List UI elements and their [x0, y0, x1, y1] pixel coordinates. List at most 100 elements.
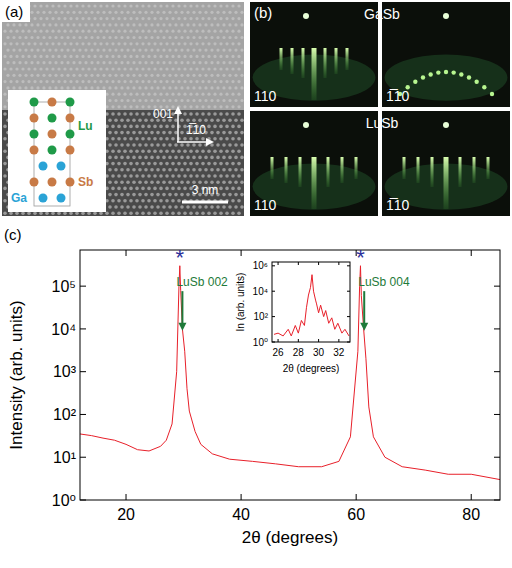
- lattice-dot: [129, 80, 132, 83]
- lattice-dot: [66, 11, 69, 14]
- y-tick: [80, 457, 86, 458]
- label-patch: [2, 2, 30, 22]
- lattice-dot: [153, 125, 157, 129]
- x-tick: [338, 262, 339, 265]
- lattice-dot: [96, 36, 99, 39]
- lattice-dot: [144, 118, 148, 122]
- lattice-dot: [234, 143, 238, 147]
- lattice-dot: [189, 93, 192, 96]
- lattice-dot: [174, 205, 178, 209]
- rheed-streak: [487, 157, 490, 179]
- lattice-dot: [117, 30, 120, 33]
- lattice-dot: [219, 112, 223, 116]
- lattice-dot: [183, 137, 187, 141]
- lattice-dot: [108, 49, 111, 52]
- lattice-dot: [117, 42, 120, 45]
- lattice-dot: [207, 211, 211, 215]
- lattice-dot: [93, 55, 96, 58]
- lattice-dot: [138, 118, 142, 122]
- lattice-dot: [174, 193, 178, 197]
- lattice-dot: [207, 93, 210, 96]
- crystal-inset: [8, 90, 106, 212]
- lattice-dot: [219, 149, 223, 153]
- peak-marker: *: [176, 245, 185, 270]
- lattice-dot: [234, 61, 237, 64]
- lattice-dot: [171, 55, 174, 58]
- lattice-dot: [171, 125, 175, 129]
- lattice-dot: [195, 67, 198, 70]
- lattice-dot: [117, 80, 120, 83]
- lattice-dot: [24, 36, 27, 39]
- lattice-dot: [24, 61, 27, 64]
- lattice-dot: [120, 11, 123, 14]
- lattice-dot: [51, 80, 54, 83]
- lattice-dot: [132, 168, 136, 172]
- lattice-dot: [180, 86, 183, 89]
- rheed-spot: [451, 70, 455, 74]
- lattice-dot: [48, 61, 51, 64]
- lattice-dot: [153, 137, 157, 141]
- lattice-dot: [111, 93, 114, 96]
- lattice-dot: [207, 149, 211, 153]
- lattice-dot: [189, 105, 192, 108]
- lattice-dot: [183, 112, 187, 116]
- lattice-dot: [201, 149, 205, 153]
- lattice-dot: [3, 137, 7, 141]
- lattice-dot: [222, 168, 226, 172]
- lattice-dot: [123, 17, 126, 20]
- lattice-dot: [156, 168, 160, 172]
- lattice-dot: [192, 49, 195, 52]
- lattice-dot: [225, 187, 229, 191]
- lattice-dot: [15, 30, 18, 33]
- specular-spot: [443, 13, 449, 19]
- lattice-dot: [180, 49, 183, 52]
- lattice-dot: [99, 17, 102, 20]
- lattice-dot: [126, 99, 129, 102]
- lattice-dot: [63, 80, 66, 83]
- lattice-dot: [204, 23, 207, 26]
- lattice-dot: [231, 162, 235, 166]
- lattice-dot: [222, 74, 225, 77]
- lattice-dot: [144, 23, 147, 26]
- lattice-dot: [54, 61, 57, 64]
- lattice-dot: [84, 49, 87, 52]
- lattice-dot: [111, 149, 115, 153]
- lattice-dot: [180, 23, 183, 26]
- lattice-dot: [48, 23, 51, 26]
- lattice-dot: [237, 105, 240, 108]
- lattice-dot: [114, 156, 118, 160]
- lattice-dot: [195, 4, 198, 7]
- lattice-dot: [183, 93, 186, 96]
- lattice-dot: [78, 61, 81, 64]
- lattice-dot: [150, 156, 154, 160]
- lattice-dot: [69, 55, 72, 58]
- lattice-dot: [78, 23, 81, 26]
- lattice-dot: [147, 162, 151, 166]
- lattice-dot: [159, 55, 162, 58]
- chart: 2628303210⁰10²10⁴10⁶2θ (degrees)In (arb.…: [235, 260, 350, 374]
- lattice-dot: [144, 156, 148, 160]
- sb-atom: [48, 178, 57, 187]
- lattice-dot: [162, 168, 166, 172]
- rheed-image: [382, 2, 510, 107]
- lattice-dot: [219, 187, 223, 191]
- lattice-dot: [177, 30, 180, 33]
- y-tick: [494, 286, 500, 287]
- lattice-dot: [135, 187, 139, 191]
- lattice-dot: [150, 168, 154, 172]
- sb-atom: [30, 178, 39, 187]
- lattice-dot: [126, 156, 130, 160]
- y-tick: [347, 265, 350, 266]
- lattice-dot: [171, 4, 174, 7]
- lattice-dot: [120, 74, 123, 77]
- rheed-streak: [335, 48, 338, 74]
- x-tick: [318, 339, 319, 342]
- lattice-dot: [183, 162, 187, 166]
- lattice-dot: [195, 80, 198, 83]
- lattice-dot: [186, 49, 189, 52]
- lattice-dot: [75, 30, 78, 33]
- lattice-dot: [105, 67, 108, 70]
- lattice-dot: [156, 143, 160, 147]
- lattice-dot: [240, 193, 244, 197]
- lattice-dot: [180, 168, 184, 172]
